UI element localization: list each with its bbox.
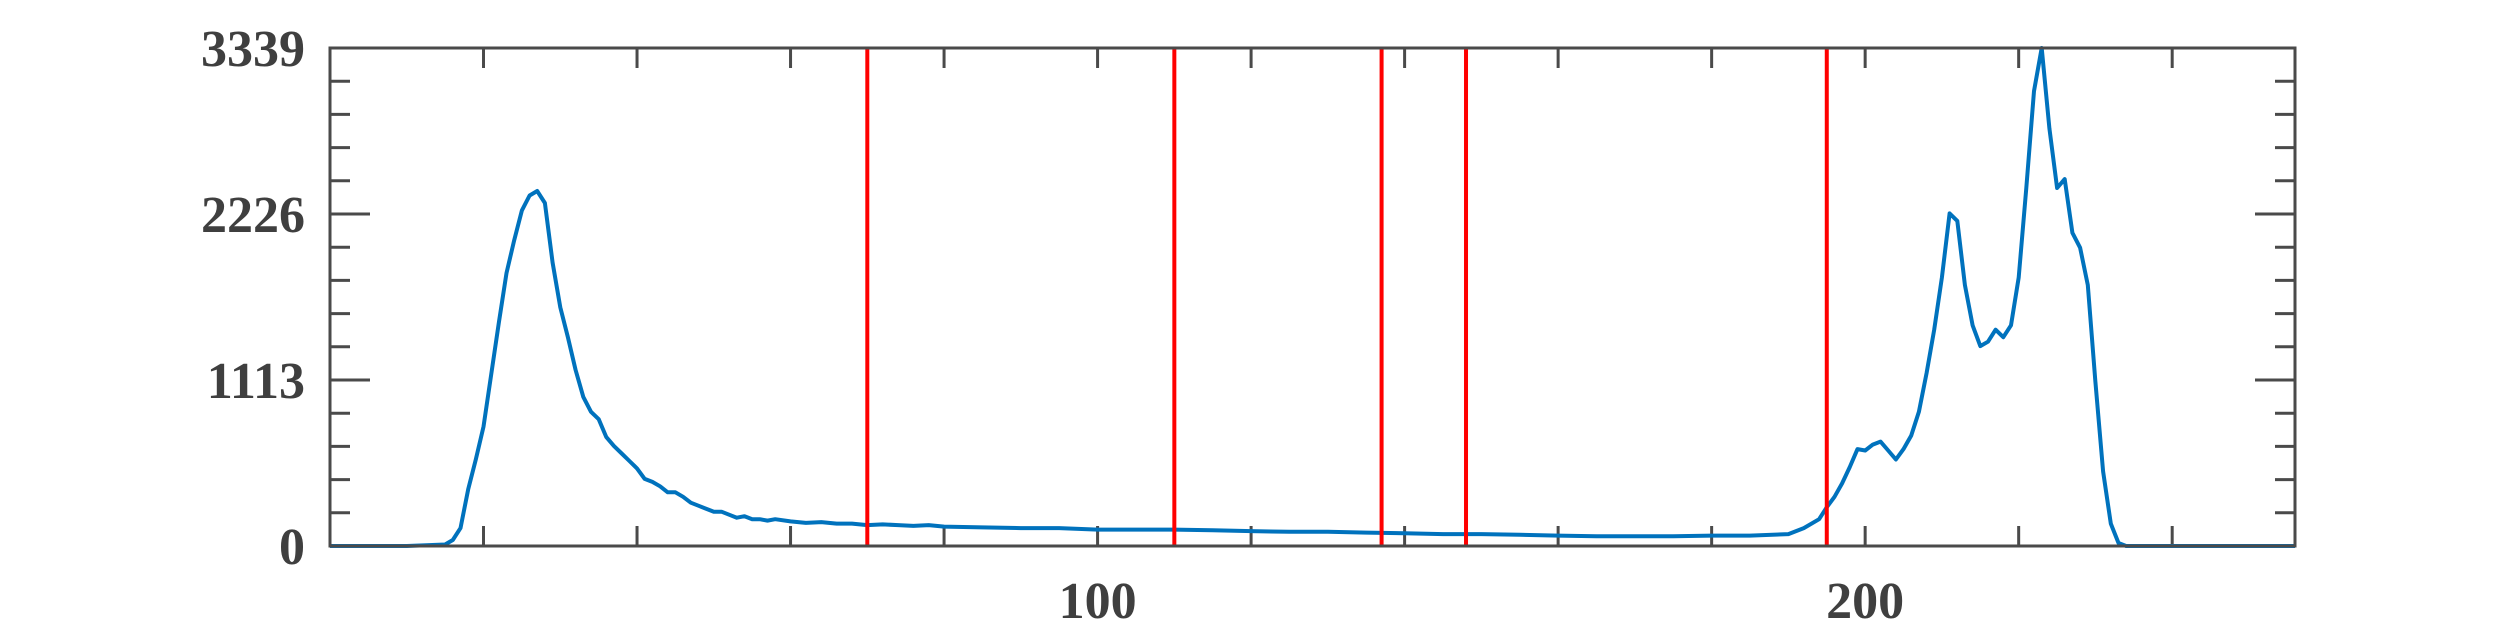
y-tick-label: 2226	[201, 187, 305, 244]
plot-frame	[328, 46, 2297, 548]
x-tick-label: 100	[1059, 573, 1137, 625]
x-tick-labels: 100 200	[1059, 573, 1905, 625]
threshold-lines	[865, 48, 1829, 546]
y-tick-label: 1113	[207, 353, 305, 410]
tick-marks	[330, 48, 2295, 546]
y-tick-label: 0	[279, 519, 305, 576]
y-tick-labels: 0 1113 2226 3339	[201, 21, 305, 576]
series-layer	[330, 46, 2295, 548]
x-tick-label: 200	[1826, 573, 1904, 625]
histogram-line	[330, 46, 2295, 548]
plot-area	[330, 48, 2295, 546]
y-tick-label: 3339	[201, 21, 305, 78]
